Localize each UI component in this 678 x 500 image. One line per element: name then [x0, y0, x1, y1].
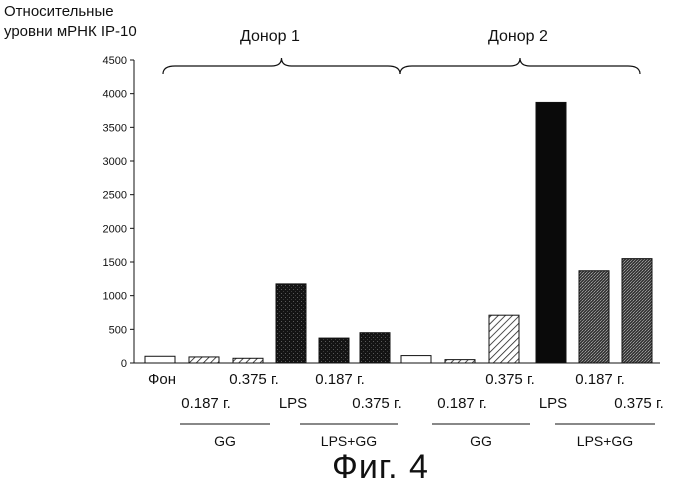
- bar-category-label: 0.375 г.: [485, 371, 535, 388]
- group-label: LPS+GG: [577, 433, 633, 449]
- y-tick-label: 1000: [103, 291, 127, 303]
- bar: [189, 357, 219, 363]
- bar: [489, 315, 519, 363]
- y-tick-label: 4000: [103, 89, 127, 101]
- figure-caption: Фиг. 4: [332, 448, 429, 487]
- bar-category-label: 0.375 г.: [614, 395, 664, 412]
- y-tick-label: 1500: [103, 257, 127, 269]
- bar: [622, 259, 652, 363]
- bar-category-label: Фон: [148, 371, 176, 388]
- group-label: LPS+GG: [321, 433, 377, 449]
- bar: [360, 333, 390, 363]
- bar: [145, 356, 175, 363]
- bar: [233, 358, 263, 363]
- y-tick-label: 3000: [103, 156, 127, 168]
- bar-category-label: 0.375 г.: [352, 395, 402, 412]
- y-tick-label: 2000: [103, 223, 127, 235]
- bar: [401, 356, 431, 363]
- donor-1-bracket: [163, 58, 400, 74]
- y-tick-label: 500: [109, 324, 127, 336]
- y-tick-label: 2500: [103, 190, 127, 202]
- bar-category-label: 0.375 г.: [229, 371, 279, 388]
- bar-category-label: LPS: [539, 395, 567, 412]
- group-label: GG: [470, 433, 492, 449]
- bar-category-label: 0.187 г.: [315, 371, 365, 388]
- bar: [445, 360, 475, 363]
- bar: [319, 338, 349, 363]
- bar: [276, 284, 306, 363]
- bar-category-label: 0.187 г.: [575, 371, 625, 388]
- group-label: GG: [214, 433, 236, 449]
- donor-2-bracket: [400, 58, 640, 74]
- bar: [579, 271, 609, 363]
- bar-category-label: 0.187 г.: [181, 395, 231, 412]
- y-tick-label: 4500: [103, 55, 127, 67]
- bar-category-label: LPS: [279, 395, 307, 412]
- y-tick-label: 0: [121, 358, 127, 370]
- y-tick-label: 3500: [103, 122, 127, 134]
- bar-category-label: 0.187 г.: [437, 395, 487, 412]
- bar: [536, 102, 566, 363]
